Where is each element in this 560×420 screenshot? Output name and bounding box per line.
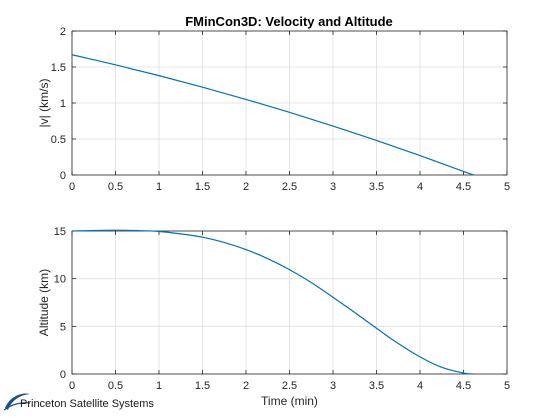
altitude-ylabel: Altitude (km) bbox=[37, 269, 51, 336]
altitude-xtick-label-6: 3 bbox=[330, 380, 336, 392]
velocity-xtick-label-5: 2.5 bbox=[282, 181, 297, 193]
velocity-xtick-label-0: 0 bbox=[69, 181, 75, 193]
velocity-xtick-label-8: 4 bbox=[417, 181, 423, 193]
velocity-ytick-label-1: 0.5 bbox=[51, 134, 66, 146]
altitude-xtick-label-1: 0.5 bbox=[108, 380, 123, 392]
velocity-xtick-label-6: 3 bbox=[330, 181, 336, 193]
velocity-ylabel: |v| (km/s) bbox=[37, 79, 51, 128]
velocity-xtick-label-4: 2 bbox=[243, 181, 249, 193]
altitude-series-line-0 bbox=[71, 229, 474, 375]
velocity-xtick-label-2: 1 bbox=[156, 181, 162, 193]
altitude-ytick-label-3: 15 bbox=[54, 226, 66, 238]
altitude-xtick-label-7: 3.5 bbox=[369, 380, 384, 392]
figure-title: FMinCon3D: Velocity and Altitude bbox=[185, 14, 393, 29]
logo-text: Princeton Satellite Systems bbox=[20, 398, 154, 410]
altitude-ytick-label-0: 0 bbox=[60, 369, 66, 381]
altitude-xtick-label-9: 4.5 bbox=[456, 380, 471, 392]
altitude-axes: 0 0.5 1 1.5 2 2.5 3 3.5 4 4.5 5 0 5 10 15 Altitude (km)… bbox=[37, 226, 510, 408]
altitude-ytick-label-2: 10 bbox=[54, 274, 66, 286]
velocity-xtick-label-3: 1.5 bbox=[195, 181, 210, 193]
velocity-xtick-label-9: 4.5 bbox=[456, 181, 471, 193]
altitude-ytick-label-1: 5 bbox=[60, 321, 66, 333]
altitude-xtick-label-8: 4 bbox=[417, 380, 423, 392]
altitude-xtick-label-10: 5 bbox=[504, 380, 510, 392]
velocity-ytick-label-2: 1 bbox=[60, 98, 66, 110]
velocity-axes: 0 0.5 1 1.5 2 2.5 3 3.5 4 4.5 5 0 0.5 1 1.5 2 |v| (km/s) bbox=[37, 26, 510, 193]
altitude-xtick-label-2: 1 bbox=[156, 380, 162, 392]
altitude-xtick-label-0: 0 bbox=[69, 380, 75, 392]
altitude-xtick-label-4: 2 bbox=[243, 380, 249, 392]
velocity-series-line-0 bbox=[71, 54, 475, 176]
altitude-xtick-label-3: 1.5 bbox=[195, 380, 210, 392]
velocity-xtick-label-7: 3.5 bbox=[369, 181, 384, 193]
velocity-xtick-label-10: 5 bbox=[504, 181, 510, 193]
velocity-ytick-label-3: 1.5 bbox=[51, 62, 66, 74]
princeton-satellite-systems-logo bbox=[3, 393, 31, 411]
velocity-xtick-label-1: 0.5 bbox=[108, 181, 123, 193]
altitude-xlabel: Time (min) bbox=[261, 394, 318, 408]
velocity-ytick-label-4: 2 bbox=[60, 26, 66, 38]
velocity-ytick-label-0: 0 bbox=[60, 170, 66, 182]
altitude-xtick-label-5: 2.5 bbox=[282, 380, 297, 392]
